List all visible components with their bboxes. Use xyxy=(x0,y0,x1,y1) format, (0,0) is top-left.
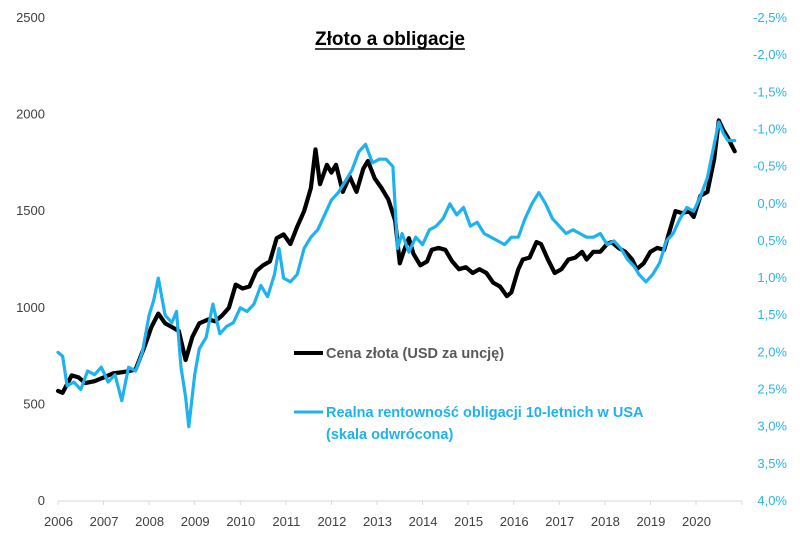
x-tick-label: 2006 xyxy=(44,514,73,529)
right-tick-label: -1,0% xyxy=(753,121,787,136)
left-tick-label: 2500 xyxy=(16,10,45,25)
chart-title: Złoto a obligacje xyxy=(315,29,465,50)
series-layer xyxy=(55,118,737,429)
legend-label-gold: Cena złota (USD za uncję) xyxy=(326,346,504,362)
right-tick-label: -2,0% xyxy=(753,47,787,62)
right-tick-label: 2,5% xyxy=(757,382,787,397)
left-tick-label: 1000 xyxy=(16,300,45,315)
x-tick-label: 2014 xyxy=(409,514,438,529)
right-tick-label: -2,5% xyxy=(753,10,787,25)
right-tick-label: 1,5% xyxy=(757,307,787,322)
legend-label-yield-line1: Realna rentowność obligacji 10-letnich w… xyxy=(326,405,644,421)
x-tick-label: 2007 xyxy=(90,514,119,529)
left-tick-label: 1500 xyxy=(16,203,45,218)
right-tick-label: 2,0% xyxy=(757,344,787,359)
right-tick-label: 3,0% xyxy=(757,419,787,434)
x-tick-label: 2011 xyxy=(272,514,300,529)
x-tick-label: 2008 xyxy=(135,514,164,529)
legend-label-yield-line2: (skala odwrócona) xyxy=(326,427,453,443)
right-tick-label: 1,0% xyxy=(757,270,787,285)
legend: Cena złota (USD za uncję) Realna rentown… xyxy=(294,346,644,443)
x-tick-label: 2009 xyxy=(181,514,210,529)
left-tick-label: 0 xyxy=(38,493,45,508)
left-tick-label: 2000 xyxy=(16,107,45,122)
right-tick-label: -1,5% xyxy=(753,84,787,99)
right-tick-label: 0,0% xyxy=(757,196,787,211)
right-tick-label: 0,5% xyxy=(757,233,787,248)
right-tick-label: 4,0% xyxy=(757,493,787,508)
x-tick-label: 2016 xyxy=(500,514,529,529)
x-tick-label: 2018 xyxy=(591,514,620,529)
x-tick-label: 2019 xyxy=(636,514,665,529)
x-tick-label: 2017 xyxy=(545,514,574,529)
x-tick-label: 2015 xyxy=(454,514,483,529)
x-tick-label: 2013 xyxy=(363,514,392,529)
x-tick-label: 2012 xyxy=(317,514,346,529)
x-axis: 2006 2007 2008 2009 2010 2011 2012 2013 2014 2015… xyxy=(44,501,743,529)
right-tick-label: -0,5% xyxy=(753,159,787,174)
series-line-real-yield xyxy=(56,120,737,429)
x-tick-label: 2010 xyxy=(226,514,255,529)
left-tick-label: 500 xyxy=(23,396,45,411)
left-y-axis: 0 500 1000 1500 2000 2500 xyxy=(16,10,45,508)
right-y-axis: -2,5% -2,0% -1,5% -1,0% -0,5% 0,0% 0,5% 1,0% 1,5… xyxy=(753,10,787,508)
right-tick-label: 3,5% xyxy=(757,456,787,471)
x-tick-label: 2020 xyxy=(682,514,711,529)
